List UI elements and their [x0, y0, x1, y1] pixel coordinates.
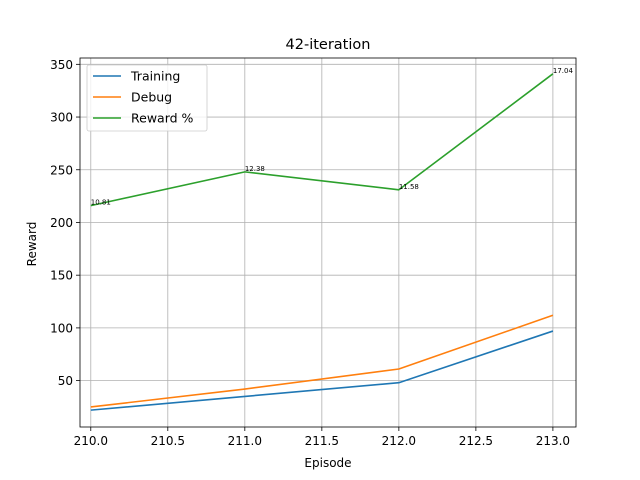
legend-entry: Debug [131, 90, 172, 105]
x-tick-label: 211.0 [228, 434, 262, 448]
y-axis-title: Reward [25, 222, 39, 267]
data-labels: 10.81 12.38 11.58 17.04 [91, 67, 574, 207]
y-tick-label: 50 [58, 374, 73, 388]
legend-box [86, 64, 208, 132]
y-tick-label: 100 [50, 321, 73, 335]
y-tick-label: 300 [50, 111, 73, 125]
x-tick-label: 212.5 [459, 434, 493, 448]
data-label: 17.04 [553, 67, 574, 75]
series-lines [90, 73, 554, 411]
x-tick-label: 210.5 [151, 434, 185, 448]
y-tick-label: 250 [50, 163, 73, 177]
data-label: 11.58 [399, 183, 419, 191]
y-tick-label: 350 [50, 58, 73, 72]
series-line-1 [90, 314, 554, 408]
y-tick-label: 150 [50, 269, 73, 283]
plot-area-frame [79, 57, 577, 428]
legend: Training Debug Reward % [86, 64, 208, 132]
x-axis-title: Episode [304, 456, 351, 470]
grid [80, 58, 576, 427]
series-line-2 [90, 73, 554, 207]
x-tick-label: 212.0 [382, 434, 416, 448]
series-line-0 [90, 330, 554, 411]
data-label: 10.81 [91, 199, 111, 207]
x-tick-label: 213.0 [536, 434, 570, 448]
legend-entry: Reward % [131, 111, 194, 126]
axis-ticks: 210.0 210.5 211.0 211.5 212.0 212.5 213.0 50 100… [50, 58, 570, 448]
y-tick-label: 200 [50, 216, 73, 230]
chart-title: 42-iteration [286, 37, 371, 53]
data-label: 12.38 [245, 165, 265, 173]
legend-entry: Training [130, 69, 180, 84]
x-tick-label: 211.5 [305, 434, 339, 448]
x-tick-label: 210.0 [74, 434, 108, 448]
